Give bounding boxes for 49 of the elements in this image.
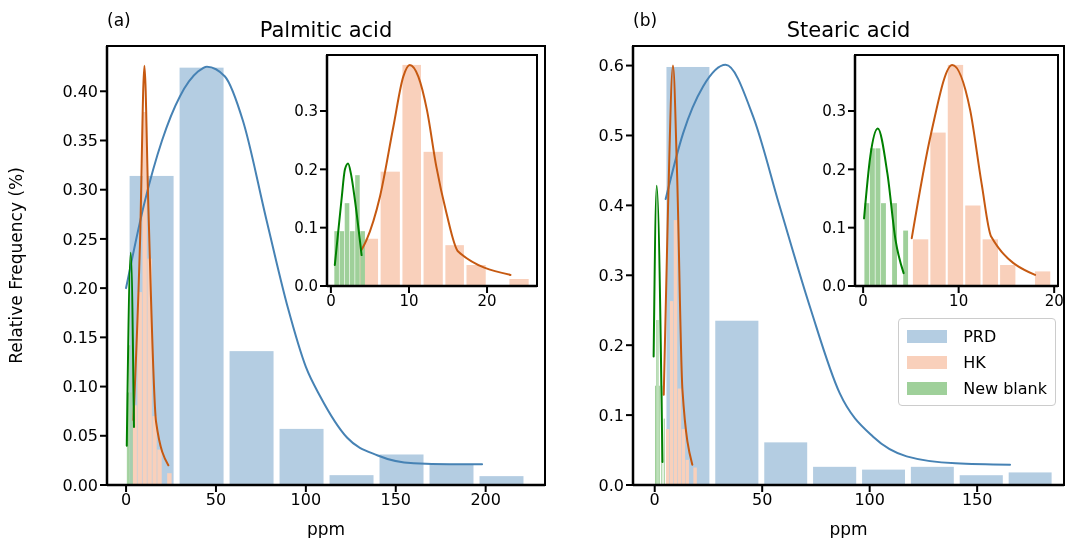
x-tick-label: 10 — [399, 291, 419, 310]
x-tick-label: 0 — [858, 291, 868, 310]
y-tick-label: 0.3 — [294, 102, 318, 121]
x-tick-label: 20 — [1044, 291, 1064, 310]
y-tick-label: 0.5 — [598, 126, 624, 146]
chart-title: Palmitic acid — [259, 18, 393, 42]
y-tick-label: 0.1 — [598, 405, 624, 425]
y-tick-label: 0.40 — [62, 81, 98, 101]
x-tick-label: 0 — [649, 490, 660, 510]
y-tick-label: 0.15 — [62, 328, 98, 348]
y-tick-label: 0.10 — [62, 377, 98, 397]
y-tick-label: 0.3 — [598, 265, 624, 285]
x-tick-label: 100 — [854, 490, 885, 510]
x-tick-label: 50 — [205, 490, 227, 510]
y-axis-title: Relative Frequency (%) — [6, 167, 27, 364]
legend-label: New blank — [963, 378, 1047, 398]
y-tick-label: 0.05 — [62, 426, 98, 446]
x-tick-label: 150 — [380, 490, 412, 510]
y-tick-label: 0.30 — [62, 180, 98, 200]
y-tick-label: 0.1 — [822, 218, 846, 237]
y-tick-label: 0.3 — [822, 102, 846, 121]
x-tick-label: 0 — [326, 291, 336, 310]
y-tick-label: 0.1 — [294, 218, 318, 237]
y-tick-label: 0.2 — [294, 160, 318, 179]
x-tick-label: 10 — [949, 291, 969, 310]
y-tick-label: 0.4 — [598, 196, 624, 216]
y-tick-label: 0.00 — [62, 475, 98, 495]
text: (b) — [633, 10, 658, 30]
legend-label: PRD — [963, 326, 997, 346]
text: (a) — [107, 10, 131, 30]
x-tick-label: 0 — [120, 490, 132, 510]
y-tick-label: 0.25 — [62, 229, 98, 249]
x-tick-label: 20 — [477, 291, 497, 310]
y-tick-label: 0.0 — [598, 475, 624, 495]
y-tick-label: 0.0 — [822, 277, 846, 296]
x-axis-title: ppm — [829, 519, 868, 539]
y-tick-label: 0.0 — [294, 277, 318, 296]
x-tick-label: 150 — [961, 490, 993, 510]
y-tick-label: 0.2 — [598, 335, 624, 355]
x-tick-label: 100 — [290, 490, 322, 510]
legend-label: HK — [963, 352, 986, 372]
y-tick-label: 0.20 — [62, 278, 98, 298]
x-tick-label: 200 — [470, 490, 501, 510]
x-axis-title: ppm — [306, 519, 346, 539]
x-tick-label: 50 — [752, 490, 773, 510]
y-tick-label: 0.2 — [822, 160, 846, 179]
chart-title: Stearic acid — [786, 18, 911, 42]
y-tick-label: 0.35 — [62, 131, 98, 151]
y-tick-label: 0.6 — [598, 56, 624, 76]
